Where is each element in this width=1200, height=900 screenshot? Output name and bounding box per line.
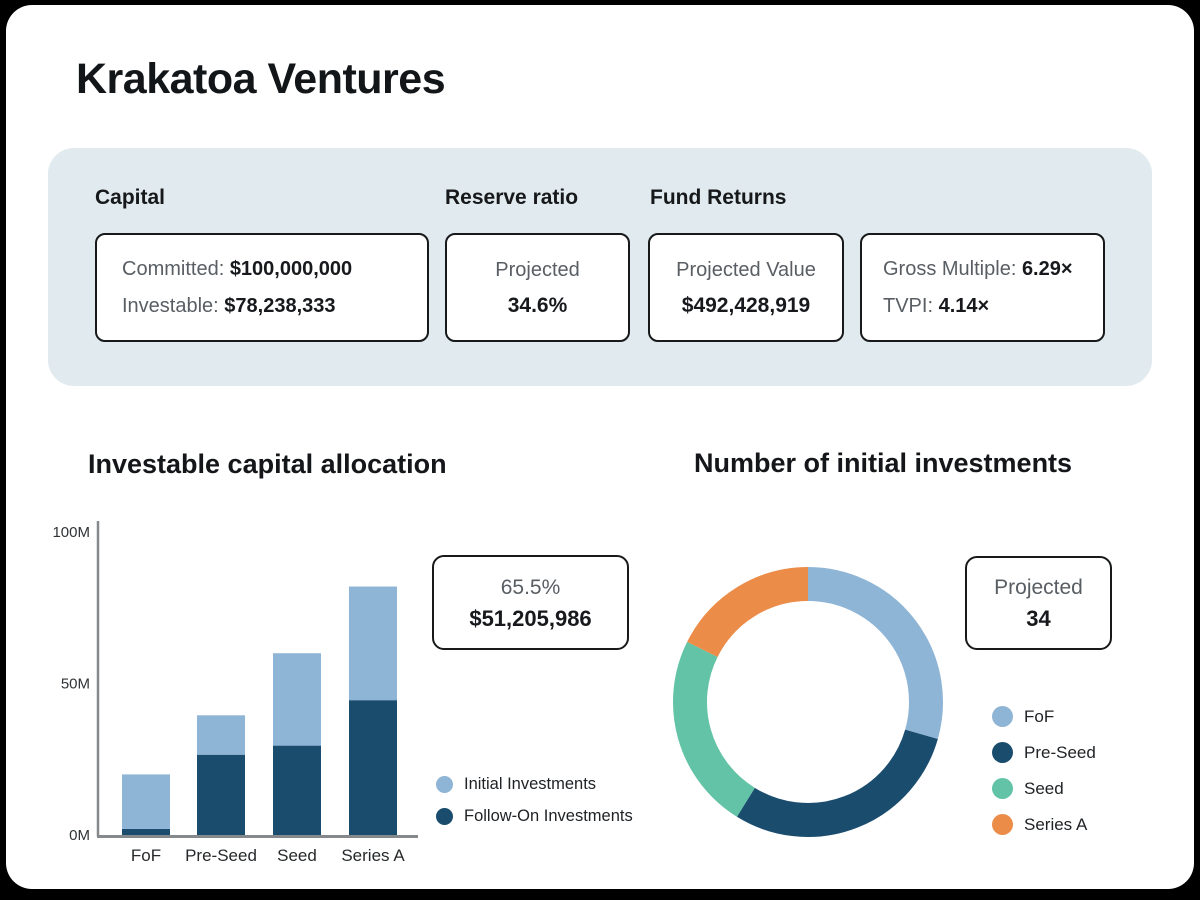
section-header-reserve-ratio: Reserve ratio bbox=[445, 186, 579, 209]
investments-legend-dot-icon bbox=[992, 706, 1013, 727]
allocation-chart-title: Investable capital allocation bbox=[88, 449, 447, 479]
allocation-bar-chart: 0M 50M 100M FoF Pre-Seed Seed Series A bbox=[52, 521, 418, 865]
investable-value: $78,238,333 bbox=[224, 294, 336, 317]
allocation-legend-label: Follow-On Investments bbox=[464, 807, 633, 825]
x-label-Seed: Seed bbox=[277, 846, 317, 865]
multiples-card: Gross Multiple: 6.29× TVPI: 4.14× bbox=[860, 233, 1105, 342]
initial-allocation-callout: 65.5% $51,205,986 bbox=[432, 555, 629, 650]
donut-slice-series-a bbox=[687, 567, 809, 658]
gross-multiple-row: Gross Multiple: 6.29× bbox=[883, 251, 1103, 288]
section-header-fund-returns: Fund Returns bbox=[650, 186, 787, 209]
investments-legend-label: Series A bbox=[1024, 814, 1088, 834]
investable-label: Investable: bbox=[122, 294, 225, 317]
investments-legend-item-fof: FoF bbox=[992, 706, 1096, 727]
projected-value-card: Projected Value $492,428,919 bbox=[648, 233, 844, 342]
y-tick-100M: 100M bbox=[52, 524, 90, 541]
projected-value-label: Projected Value bbox=[676, 258, 816, 281]
investments-legend-dot-icon bbox=[992, 778, 1013, 799]
investments-legend: FoF Pre-Seed Seed Series A bbox=[992, 706, 1096, 835]
initial-amount: $51,205,986 bbox=[469, 605, 592, 631]
reserve-projected-value: 34.6% bbox=[507, 293, 568, 317]
tvpi-label: TVPI: bbox=[883, 294, 939, 317]
committed-row: Committed: $100,000,000 bbox=[122, 251, 427, 288]
investable-row: Investable: $78,238,333 bbox=[122, 288, 427, 325]
projected-count-value: 34 bbox=[1026, 606, 1051, 631]
investments-legend-dot-icon bbox=[992, 742, 1013, 763]
bar-Series A-initial-investments bbox=[349, 586, 397, 701]
allocation-legend-item-follow-on-investments: Follow-On Investments bbox=[436, 807, 633, 826]
committed-value: $100,000,000 bbox=[229, 257, 353, 280]
bar-FoF-follow-on-investments bbox=[122, 828, 170, 835]
initial-percent: 65.5% bbox=[500, 575, 561, 599]
donut-slice-seed bbox=[673, 641, 756, 817]
allocation-legend-dot-icon bbox=[436, 808, 453, 825]
x-label-FoF: FoF bbox=[131, 846, 161, 865]
investments-legend-label: Seed bbox=[1024, 778, 1064, 798]
investments-legend-item-pre-seed: Pre-Seed bbox=[992, 742, 1096, 763]
investments-legend-item-series-a: Series A bbox=[992, 814, 1096, 835]
gross-multiple-value: 6.29× bbox=[1021, 257, 1073, 280]
investments-legend-dot-icon bbox=[992, 814, 1013, 835]
allocation-legend-item-initial-investments: Initial Investments bbox=[436, 775, 633, 794]
reserve-ratio-card: Projected 34.6% bbox=[445, 233, 630, 342]
gross-multiple-label: Gross Multiple: bbox=[883, 257, 1022, 280]
allocation-legend: Initial Investments Follow-On Investments bbox=[436, 775, 633, 826]
projected-count-callout: Projected 34 bbox=[965, 556, 1112, 650]
x-label-Series A: Series A bbox=[341, 846, 405, 865]
allocation-legend-dot-icon bbox=[436, 776, 453, 793]
donut-slice-fof bbox=[807, 567, 943, 739]
tvpi-row: TVPI: 4.14× bbox=[883, 288, 1103, 325]
allocation-legend-label: Initial Investments bbox=[464, 775, 597, 793]
tvpi-value: 4.14× bbox=[938, 294, 990, 317]
investments-chart-title: Number of initial investments bbox=[694, 448, 1073, 478]
bar-Seed-follow-on-investments bbox=[273, 745, 321, 835]
reserve-projected-label: Projected bbox=[495, 258, 580, 281]
capital-card: Committed: $100,000,000 Investable: $78,… bbox=[95, 233, 429, 342]
dashboard-card: Krakatoa Ventures Capital Reserve ratio … bbox=[6, 5, 1194, 889]
page-title: Krakatoa Ventures bbox=[76, 55, 446, 103]
bar-Pre-Seed-initial-investments bbox=[197, 715, 245, 755]
bar-Series A-follow-on-investments bbox=[349, 700, 397, 835]
y-tick-0M: 0M bbox=[69, 827, 90, 844]
bar-Pre-Seed-follow-on-investments bbox=[197, 754, 245, 835]
summary-strip: Capital Reserve ratio Fund Returns Commi… bbox=[48, 148, 1152, 386]
investments-legend-label: FoF bbox=[1024, 706, 1055, 726]
y-tick-50M: 50M bbox=[61, 676, 90, 693]
investments-donut-chart bbox=[673, 567, 943, 837]
bar-FoF-initial-investments bbox=[122, 774, 170, 829]
projected-value-amount: $492,428,919 bbox=[681, 293, 811, 317]
bar-Seed-initial-investments bbox=[273, 653, 321, 746]
section-header-capital: Capital bbox=[95, 186, 166, 209]
committed-label: Committed: bbox=[122, 257, 230, 280]
donut-slice-pre-seed bbox=[736, 729, 938, 837]
investments-legend-label: Pre-Seed bbox=[1024, 742, 1096, 762]
investments-legend-item-seed: Seed bbox=[992, 778, 1096, 799]
x-label-Pre-Seed: Pre-Seed bbox=[185, 846, 257, 865]
projected-count-label: Projected bbox=[994, 576, 1083, 599]
